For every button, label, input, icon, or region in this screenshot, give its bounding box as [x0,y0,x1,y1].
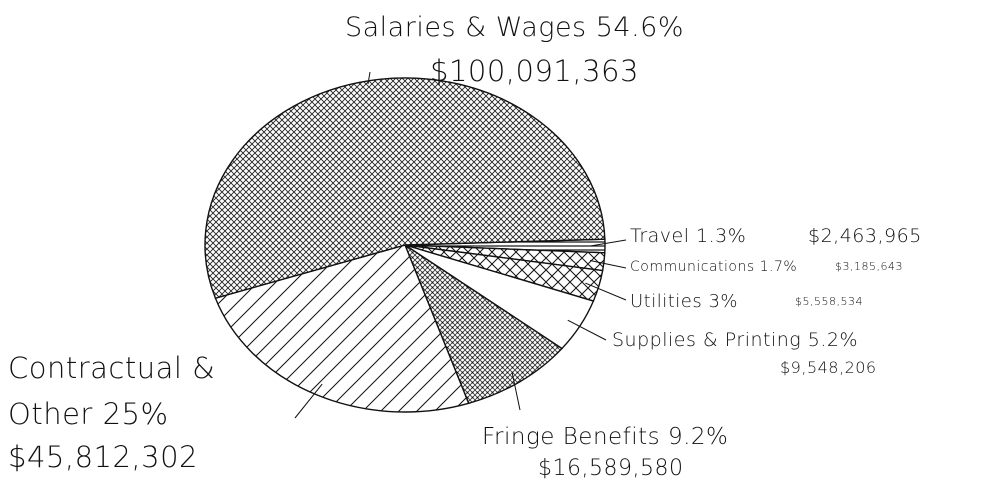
pie-slice [403,243,563,405]
pie-slice [204,77,606,299]
leader-line [590,239,627,247]
slice-label: Fringe Benefits 9.2% [482,420,728,455]
slice-label: Communications 1.7% [630,257,797,278]
slice-label: Utilities 3% [630,288,738,315]
amount-label: $3,185,643 [835,260,903,273]
slice-label: Supplies & Printing 5.2% [612,326,858,355]
category-name: Fringe Benefits [482,424,661,450]
amount-label: $5,558,534 [795,295,863,308]
pie-slice [214,244,470,413]
amount-label: $100,091,363 [430,54,639,88]
category-name: Utilities [630,291,703,312]
amount-label: $45,812,302 [8,440,198,474]
leader-line [294,383,323,419]
leader-line [511,371,521,411]
leader-line [585,282,627,301]
amount-label: $16,589,580 [538,456,684,481]
percent-label: 5.2% [807,329,859,351]
category-name: Salaries & Wages [345,12,587,43]
percent-label: 9.2% [667,424,729,450]
amount-label: $2,463,965 [808,225,922,247]
leader-line [567,319,607,341]
slice-label: Travel 1.3% [630,222,746,251]
slice-label: Salaries & Wages 54.6% [345,8,684,49]
percent-label: 1.7% [759,259,798,275]
percent-label: 3% [708,291,739,312]
category-name: Supplies & Printing [612,329,802,351]
percent-label: 25% [102,397,169,432]
category-name: Contractual & Other [8,351,216,432]
percent-label: 1.3% [696,225,747,247]
category-name: Communications [630,259,755,275]
category-name: Travel [630,225,690,247]
percent-label: 54.6% [595,12,685,43]
leader-line [367,71,371,85]
slice-label: Contractual & Other 25% [8,345,248,438]
amount-label: $9,548,206 [780,358,877,377]
leader-line [589,260,627,269]
